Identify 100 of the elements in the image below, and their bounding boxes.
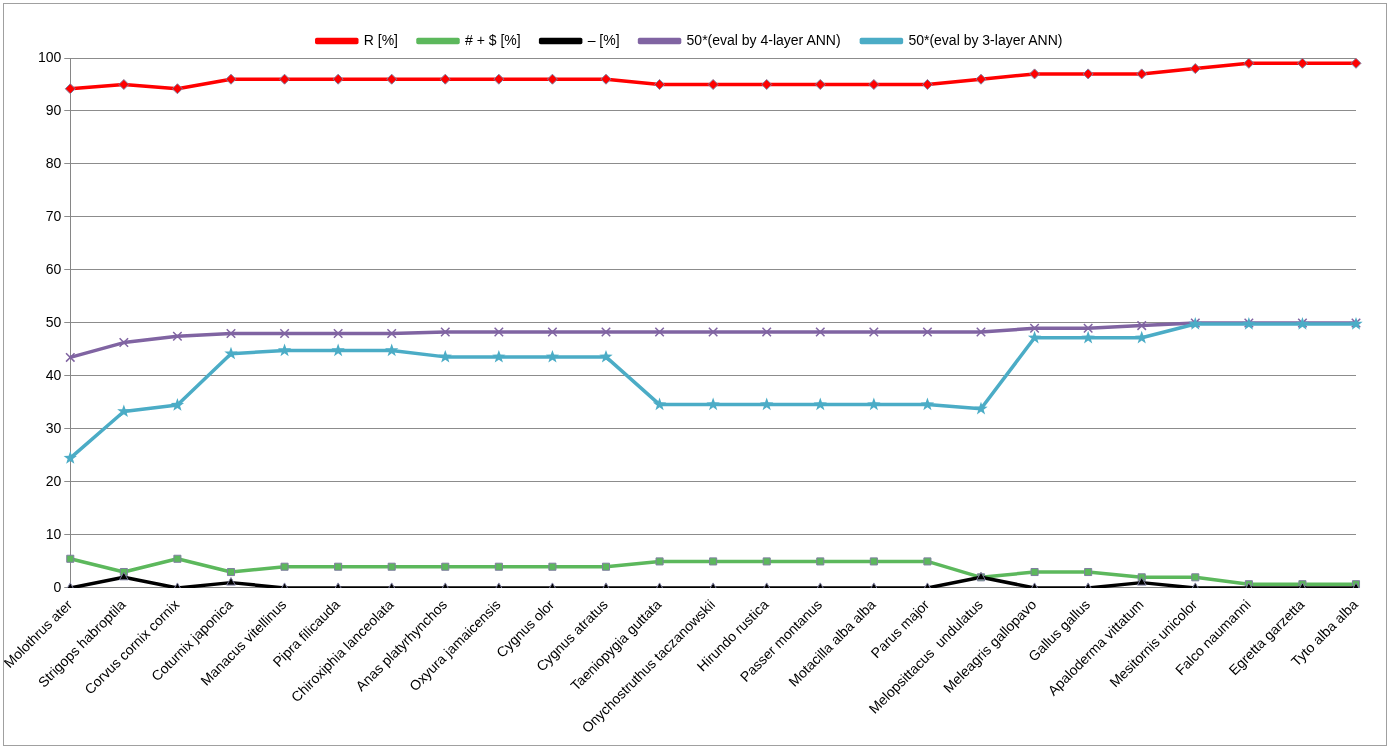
point bbox=[440, 326, 451, 337]
point bbox=[976, 326, 986, 337]
point bbox=[225, 73, 237, 85]
point bbox=[385, 343, 399, 357]
point bbox=[707, 79, 719, 90]
point bbox=[708, 326, 719, 337]
point bbox=[761, 326, 772, 337]
point bbox=[386, 73, 398, 85]
point bbox=[493, 326, 504, 337]
point bbox=[975, 73, 987, 85]
point bbox=[279, 328, 290, 339]
y-tick-label: 30 bbox=[45, 419, 62, 436]
point bbox=[654, 326, 665, 337]
point bbox=[1029, 323, 1040, 334]
point bbox=[1030, 567, 1039, 577]
point bbox=[867, 397, 881, 411]
point bbox=[974, 401, 988, 415]
point bbox=[1083, 323, 1094, 334]
point bbox=[923, 557, 932, 566]
y-tick-label: 0 bbox=[53, 578, 62, 595]
point bbox=[119, 571, 129, 581]
point bbox=[334, 562, 343, 571]
point bbox=[1296, 58, 1308, 69]
point bbox=[172, 331, 183, 342]
point bbox=[65, 352, 76, 363]
point bbox=[1084, 567, 1093, 577]
point bbox=[652, 397, 667, 411]
point bbox=[280, 562, 289, 571]
point bbox=[441, 562, 450, 571]
point bbox=[1136, 577, 1147, 586]
point bbox=[813, 397, 827, 411]
point bbox=[868, 79, 880, 90]
point bbox=[546, 73, 558, 85]
point bbox=[439, 73, 451, 85]
point bbox=[170, 398, 185, 411]
legend-label: 50*(eval by 3-layer ANN) bbox=[908, 31, 1063, 48]
point bbox=[868, 326, 879, 337]
point bbox=[815, 326, 826, 337]
point bbox=[226, 567, 236, 577]
point bbox=[655, 557, 664, 566]
point bbox=[760, 397, 774, 411]
point bbox=[814, 79, 826, 90]
legend-label: – [%] bbox=[587, 31, 620, 48]
point bbox=[1027, 330, 1042, 344]
point bbox=[331, 343, 345, 357]
point bbox=[920, 397, 935, 411]
point bbox=[548, 562, 557, 571]
point bbox=[226, 328, 236, 339]
y-tick-label: 80 bbox=[45, 154, 62, 171]
point bbox=[438, 349, 452, 363]
point bbox=[63, 451, 77, 464]
point bbox=[118, 79, 130, 90]
y-tick-label: 10 bbox=[45, 525, 62, 542]
point bbox=[1191, 573, 1200, 582]
point bbox=[171, 83, 183, 95]
y-tick-label: 90 bbox=[45, 101, 62, 118]
point bbox=[545, 349, 560, 363]
point bbox=[279, 73, 291, 85]
y-tick-label: 100 bbox=[37, 48, 62, 65]
point bbox=[386, 328, 397, 339]
legend-label: # + $ [%] bbox=[465, 31, 521, 48]
point bbox=[709, 557, 718, 566]
point bbox=[1082, 68, 1094, 80]
point bbox=[601, 562, 611, 571]
point bbox=[173, 554, 182, 563]
point bbox=[599, 349, 613, 363]
point bbox=[333, 328, 344, 339]
point bbox=[921, 79, 933, 90]
legend-label: R [%] bbox=[363, 31, 399, 48]
point bbox=[493, 73, 505, 85]
point bbox=[922, 326, 933, 337]
legend-label: 50*(eval by 4-layer ANN) bbox=[686, 31, 841, 48]
point bbox=[117, 404, 131, 418]
point bbox=[654, 79, 666, 90]
point bbox=[226, 577, 236, 586]
y-tick-label: 20 bbox=[45, 472, 62, 489]
point bbox=[816, 557, 825, 566]
point bbox=[1029, 68, 1041, 80]
point bbox=[494, 562, 503, 571]
point bbox=[118, 337, 129, 348]
point bbox=[66, 554, 75, 563]
point bbox=[1136, 320, 1147, 331]
point bbox=[387, 562, 396, 571]
point bbox=[492, 349, 506, 363]
point bbox=[1081, 330, 1095, 344]
point bbox=[600, 73, 612, 85]
point bbox=[547, 326, 558, 337]
point bbox=[601, 326, 611, 337]
y-tick-label: 40 bbox=[45, 366, 62, 383]
point bbox=[64, 83, 76, 95]
point bbox=[1350, 58, 1362, 69]
point bbox=[869, 557, 878, 566]
point bbox=[1189, 63, 1201, 75]
point bbox=[1136, 68, 1148, 80]
point bbox=[762, 557, 771, 566]
point bbox=[332, 73, 344, 85]
point bbox=[224, 346, 238, 360]
y-tick-label: 50 bbox=[45, 313, 62, 330]
y-tick-label: 60 bbox=[45, 260, 62, 277]
point bbox=[706, 397, 720, 411]
